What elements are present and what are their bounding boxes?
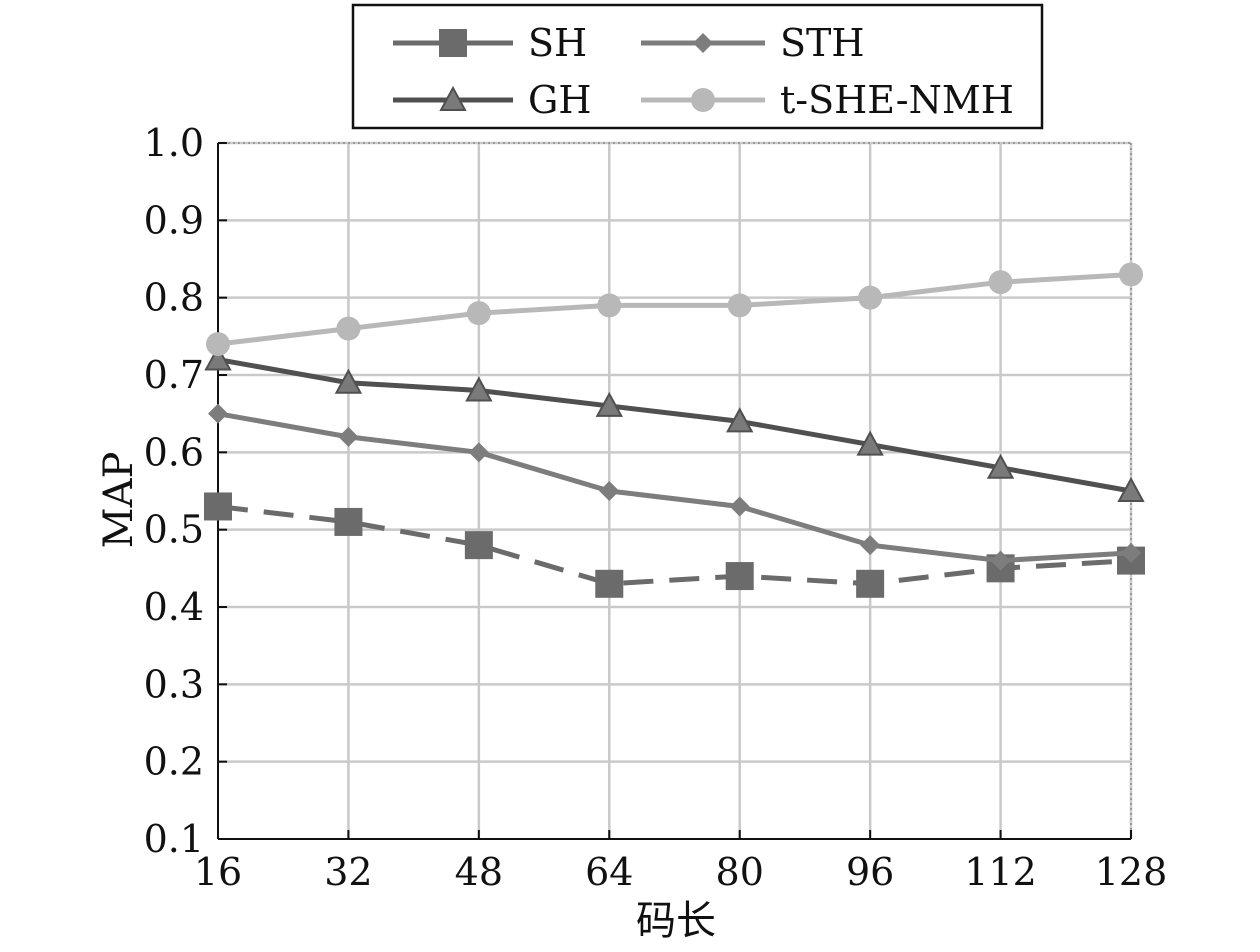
data-point-t-she-nmh bbox=[1119, 262, 1143, 287]
data-point-gh bbox=[856, 430, 884, 456]
data-point-t-she-nmh bbox=[336, 316, 361, 341]
legend-entry-gh: GH bbox=[393, 78, 592, 122]
data-point-sth bbox=[208, 403, 228, 424]
legend-marker bbox=[693, 33, 713, 53]
data-point-sth bbox=[729, 496, 750, 517]
data-point-gh bbox=[1117, 476, 1145, 502]
x-tick-label: 80 bbox=[716, 850, 764, 894]
legend-entry-t-she-nmh: t-SHE-NMH bbox=[641, 78, 1014, 122]
legend-label: SH bbox=[528, 21, 587, 65]
data-point-sth bbox=[1121, 542, 1141, 563]
series-line-sth bbox=[217, 411, 1132, 564]
x-axis-title: 码长 bbox=[636, 898, 716, 944]
x-tick-label: 96 bbox=[846, 850, 894, 894]
series-sth bbox=[208, 403, 1141, 571]
data-point-gh bbox=[334, 368, 363, 394]
y-tick-label: 0.6 bbox=[144, 430, 204, 474]
data-point-sth bbox=[860, 535, 881, 556]
data-point-gh bbox=[595, 391, 623, 417]
axes: 16 32 48 64 80 96 112 128 0.1 0.2 0.3 0.4 0.5 0.6 0.7 0… bbox=[144, 121, 1168, 894]
x-tick-label: 128 bbox=[1095, 850, 1168, 894]
y-tick-label: 0.1 bbox=[144, 817, 204, 861]
series-group bbox=[204, 262, 1145, 598]
data-point-sh bbox=[595, 569, 624, 598]
data-point-t-she-nmh bbox=[988, 270, 1013, 295]
data-point-gh bbox=[204, 345, 232, 371]
series-line-t-she-nmh bbox=[217, 271, 1132, 347]
y-tick-label: 0.9 bbox=[144, 198, 204, 242]
series-line-gh bbox=[217, 357, 1132, 494]
series-t-she-nmh bbox=[206, 262, 1143, 357]
data-point-sh bbox=[856, 569, 885, 598]
data-point-gh bbox=[465, 376, 493, 402]
data-point-t-she-nmh bbox=[466, 301, 491, 326]
y-tick-label: 0.5 bbox=[144, 508, 204, 552]
y-tick-label: 0.8 bbox=[144, 276, 204, 320]
x-tick-label: 112 bbox=[964, 850, 1037, 894]
data-point-sth bbox=[468, 442, 489, 463]
series-line-sh bbox=[217, 503, 1132, 587]
data-point-t-she-nmh bbox=[597, 293, 622, 318]
data-point-sh bbox=[725, 562, 754, 591]
data-point-sh bbox=[464, 531, 493, 560]
x-tick-label: 64 bbox=[585, 850, 633, 894]
legend-label: STH bbox=[780, 21, 865, 65]
data-point-t-she-nmh bbox=[858, 285, 883, 310]
data-point-sth bbox=[990, 550, 1011, 571]
data-point-sth bbox=[599, 481, 620, 501]
legend-marker bbox=[439, 85, 467, 111]
data-point-t-she-nmh bbox=[727, 293, 752, 318]
data-point-gh bbox=[726, 407, 754, 433]
x-tick-label: 16 bbox=[194, 850, 242, 894]
legend-marker bbox=[691, 88, 715, 112]
y-axis-title: MAP bbox=[96, 452, 142, 549]
legend-marker bbox=[439, 29, 467, 57]
legend-label: t-SHE-NMH bbox=[780, 78, 1014, 122]
data-point-gh bbox=[986, 453, 1015, 479]
y-tick-label: 1.0 bbox=[144, 121, 204, 165]
legend-entry-sth: STH bbox=[641, 21, 865, 65]
y-tick-label: 0.3 bbox=[144, 662, 204, 706]
x-tick-label: 48 bbox=[455, 850, 503, 894]
grid bbox=[218, 141, 1133, 839]
legend-entry-sh: SH bbox=[393, 21, 587, 65]
data-point-t-she-nmh bbox=[206, 332, 230, 357]
y-tick-label: 0.7 bbox=[144, 353, 204, 397]
data-point-sh bbox=[334, 507, 363, 536]
legend: SH STH GH t-SHE-NMH bbox=[351, 3, 1044, 130]
data-point-sh bbox=[204, 492, 232, 521]
series-sh bbox=[204, 492, 1145, 598]
y-tick-label: 0.2 bbox=[144, 740, 204, 784]
data-point-sth bbox=[338, 426, 359, 447]
legend-label: GH bbox=[528, 78, 592, 122]
y-tick-label: 0.4 bbox=[144, 585, 204, 629]
series-gh bbox=[204, 345, 1145, 502]
x-tick-label: 32 bbox=[324, 850, 372, 894]
